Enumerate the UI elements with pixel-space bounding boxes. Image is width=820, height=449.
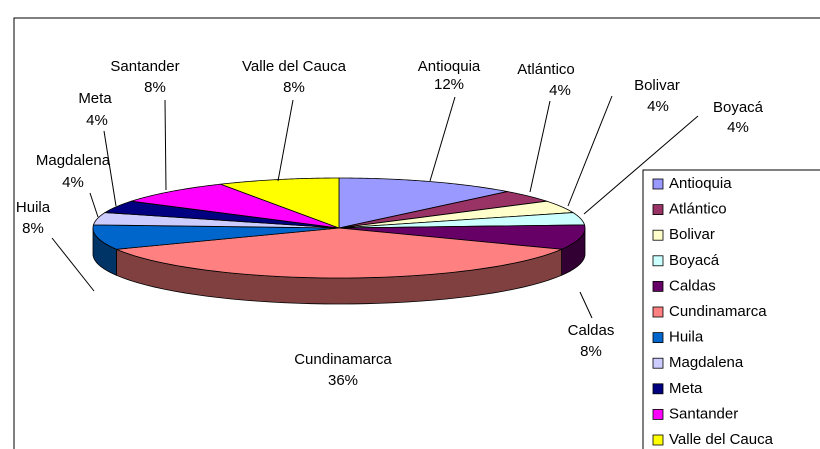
slice-value-label: 4% [549, 82, 571, 99]
slice-value-label: 8% [580, 343, 602, 360]
leader-line [103, 130, 117, 207]
plot-border [13, 17, 820, 449]
legend-swatch [652, 434, 664, 446]
slice-label: Meta [78, 90, 112, 107]
slice-label: Valle del Cauca [242, 58, 347, 75]
slice-value-label: 36% [328, 372, 358, 389]
slice [338, 191, 547, 229]
legend-label: Cundinamarca [669, 303, 767, 320]
legend-swatch [652, 306, 664, 318]
legend-label: Santander [669, 405, 738, 422]
legend-swatch [652, 229, 664, 241]
legend-swatch [652, 408, 664, 420]
legend-label: Boyacá [669, 252, 720, 269]
slice [103, 200, 340, 229]
legend-label: Atlántico [669, 201, 727, 218]
leader-line [567, 95, 613, 207]
slice-value-label: 8% [22, 220, 44, 237]
slice-label: Santander [110, 58, 179, 75]
legend-label: Huila [669, 329, 704, 346]
slice [116, 227, 562, 279]
slice-value-label: 4% [86, 112, 108, 129]
legend: Antioquia Atlántico Bolivar Boyacá Caldas Cun… [652, 175, 774, 448]
leader-line [529, 100, 551, 193]
slice-label: Huila [16, 199, 51, 216]
leader-line [89, 192, 99, 218]
legend-swatch [652, 204, 664, 216]
slice-value-label: 4% [727, 119, 749, 136]
slice-label: Atlántico [517, 61, 575, 78]
slice [338, 212, 586, 229]
legend-label: Caldas [669, 277, 716, 294]
slice-label: Boyacá [713, 99, 764, 116]
legend-label: Meta [669, 380, 703, 397]
legend-box [642, 169, 820, 449]
legend-label: Magdalena [669, 354, 744, 371]
slice-label: Bolivar [634, 77, 680, 94]
leader-line [51, 237, 95, 292]
leader-line [579, 291, 593, 319]
legend-swatch [652, 178, 664, 190]
pie-sides [92, 227, 586, 305]
slice-value-label: 4% [62, 174, 84, 191]
leader-line [277, 99, 294, 182]
legend-label: Bolivar [669, 226, 715, 243]
slice [92, 224, 340, 250]
slice-value-label: 8% [144, 79, 166, 96]
legend-swatch [652, 357, 664, 369]
slice-value-label: 4% [647, 98, 669, 115]
slice-label: Antioquia [418, 58, 481, 75]
legend-swatch [652, 332, 664, 344]
pie-tops [92, 177, 586, 279]
legend-swatch [652, 280, 664, 292]
slice [338, 200, 575, 229]
slice [338, 224, 586, 250]
slice-label: Caldas [568, 322, 615, 339]
slice-value-label: 12% [434, 76, 464, 93]
legend-swatch [652, 255, 664, 267]
leader-line [164, 99, 167, 191]
leader-line [583, 115, 699, 215]
slice-label: Cundinamarca [294, 351, 392, 368]
legend-label: Valle del Cauca [669, 431, 774, 448]
slice-value-label: 8% [283, 79, 305, 96]
leader-line [429, 96, 456, 182]
slice-label: Magdalena [36, 152, 111, 169]
slice [338, 177, 508, 229]
legend-swatch [652, 383, 664, 395]
legend-label: Antioquia [669, 175, 732, 192]
slice [131, 183, 340, 229]
